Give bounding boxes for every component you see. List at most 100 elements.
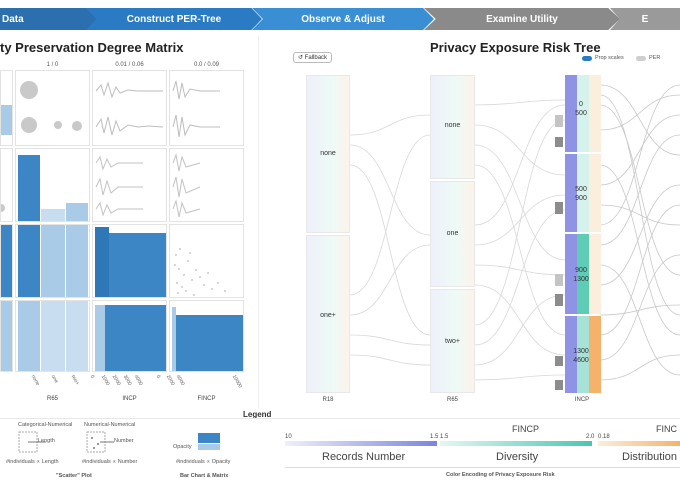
matrix-bar [1,301,12,371]
matrix-bar [66,301,88,371]
density-strip [95,81,164,136]
density-strip [95,155,143,217]
tree-links [350,84,680,381]
prop-scales-label: Prop scales [595,55,624,61]
scale-caption-rule [285,467,680,468]
scale-name-3: Distribution [622,451,678,463]
legend-cat-num: Categorical-Numerical [18,422,73,428]
matrix-cell[interactable] [169,300,244,372]
scale-head-3: FINC [656,424,677,434]
axis-label-r65: R65 [46,396,58,402]
tree-node-incp-2[interactable] [555,154,601,232]
tick-label: 1000 [99,374,111,387]
matrix-cell[interactable] [169,70,244,146]
matrix-cell[interactable] [15,224,90,298]
tree-node-r65-one[interactable] [430,181,475,287]
scatter-dot [1,204,5,212]
node-label: two+ [445,338,460,345]
legend-scatter-caption: "Scatter" Plot [56,473,92,479]
matrix-bar [41,209,65,221]
scale-name-1: Records Number [322,451,406,463]
matrix-bar [41,225,65,297]
matrix-bar [18,155,40,221]
tree-node-incp-3[interactable] [555,234,601,314]
tick-label: 0 [88,374,96,380]
matrix-cell[interactable] [15,70,90,146]
node-label: 0 500 [575,101,587,117]
matrix-bar [18,301,40,371]
tree-node-incp-1[interactable] [555,75,601,152]
matrix-cell[interactable] [15,148,90,222]
legend-title: Legend [243,410,272,419]
tree-node-r65-none[interactable] [430,75,475,179]
scale-max-1: 1.5 [430,434,439,440]
tree-title: Privacy Exposure Risk Tree [430,40,601,55]
matrix-cell[interactable] [0,224,13,298]
matrix-cell[interactable] [15,300,90,372]
matrix-bar [95,305,166,371]
matrix-bar [66,225,88,297]
column-label-r65: R65 [446,397,458,403]
legend-opacity-bar-light [198,444,220,450]
legend-length-glyph [18,431,46,453]
matrix-cell[interactable] [0,70,13,146]
matrix-cell[interactable] [92,300,167,372]
matrix-col-header-2: 0.01 / 0.06 [115,62,144,68]
matrix-cell[interactable] [92,70,167,146]
matrix-bar [18,225,40,297]
node-label: one+ [320,312,336,319]
tree-node-incp-4[interactable] [555,316,601,393]
matrix-col-header-1: 1 / 0 [46,62,59,68]
matrix-bar [95,227,109,297]
fallback-button[interactable]: ↺ Fallback [293,52,333,63]
scale-min-3: 0.18 [598,434,610,440]
undo-icon: ↺ [298,55,304,61]
node-label: 500 900 [575,186,587,202]
step-next[interactable]: E [610,8,680,30]
prop-scales-toggle[interactable] [582,56,592,61]
step-construct-per-tree[interactable]: Construct PER-Tree [86,8,262,30]
tree-node-r18-none[interactable] [306,75,350,233]
diversity-scale [440,441,592,446]
scale-min-1: 10 [285,434,292,440]
matrix-cell[interactable] [92,224,167,298]
matrix-cell[interactable] [169,148,244,222]
step-data[interactable]: Data [0,8,102,30]
step-examine-utility[interactable]: Examine Utility [424,8,620,30]
matrix-cell[interactable] [92,148,167,222]
legend-divider [0,418,680,419]
legend-bar-caption: Bar Chart & Matrix [180,473,229,479]
scale-min-2: 1.5 [440,434,449,440]
distribution-scale [598,441,680,446]
matrix-bar [172,307,176,371]
column-label-r18: R18 [322,397,334,403]
scatter-dot [72,121,82,131]
matrix-cell[interactable] [0,300,13,372]
per-label: PER [649,55,661,61]
legend-length-label: Length [38,438,55,444]
color-encoding-caption: Color Encoding of Privacy Exposure Risk [446,472,555,478]
matrix-bar [95,305,105,371]
step-observe-adjust[interactable]: Observe & Adjust [252,8,434,30]
node-label: one [446,230,459,237]
density-strip [172,80,220,138]
matrix-cell[interactable] [169,224,244,298]
matrix-bar [1,105,12,135]
legend-value-opacity: #individuals ∝ Opacity [176,459,231,465]
per-toggle[interactable] [636,56,646,61]
tree-node-r65-two[interactable] [430,289,475,393]
scatter-dot [20,81,38,99]
panel-divider [258,36,259,408]
legend-opacity-label: Opacity [173,444,192,450]
tick-label: 2000 [164,374,176,387]
tree-node-r18-one[interactable] [306,235,350,393]
fallback-label: Fallback [304,55,328,61]
axis-label-incp: INCP [122,396,137,402]
legend-number-label: Number [114,438,134,444]
matrix-cell[interactable] [0,148,13,222]
tick-label: two+ [69,374,81,387]
matrix-bar [66,203,88,221]
records-number-scale [285,441,437,446]
node-label: 900 1300 [573,267,589,283]
matrix-bar [172,315,243,371]
